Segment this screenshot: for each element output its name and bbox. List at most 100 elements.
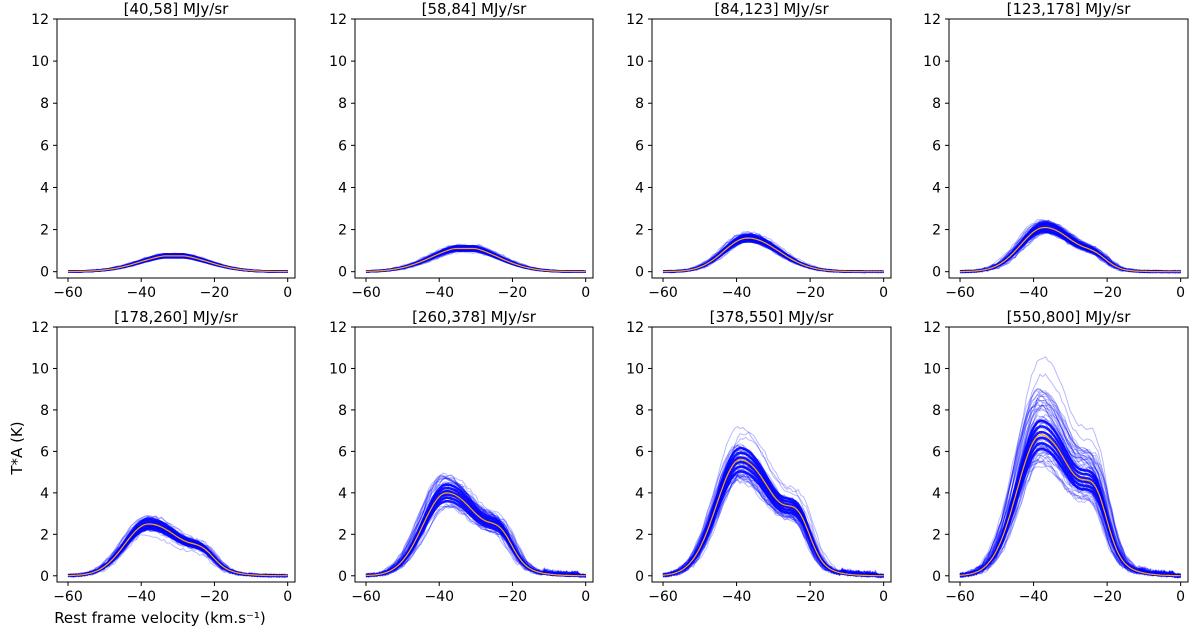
y-tick-label: 4 <box>932 486 941 502</box>
y-tick-label: 2 <box>40 527 49 543</box>
mean-spectrum-line <box>365 492 586 577</box>
x-tick-label: −60 <box>648 285 678 301</box>
y-tick-label: 4 <box>40 486 49 502</box>
spectrum-line <box>959 356 1181 579</box>
y-tick-label: 12 <box>31 320 49 336</box>
mean-spectrum-line <box>960 226 1181 273</box>
y-tick-label: 12 <box>626 12 644 28</box>
panel-2: −60 −40 −20 0 0 2 4 6 8 10 12 [58,84] MJy/sr <box>329 0 594 301</box>
y-tick-label: 6 <box>932 138 941 154</box>
panel-frame <box>651 326 892 583</box>
panel-plot-area <box>67 252 288 273</box>
x-tick-label: 0 <box>1176 285 1185 301</box>
panel-title: [84,123] MJy/sr <box>714 0 829 18</box>
mean-spectrum-line <box>68 255 288 273</box>
spectrum-line <box>959 220 1181 274</box>
spectrum-line <box>365 476 586 578</box>
panel-plot-area <box>959 356 1182 579</box>
y-tick-label: 6 <box>338 444 347 460</box>
y-tick-label: 10 <box>329 361 347 377</box>
y-tick-label: 6 <box>40 138 49 154</box>
spectrum-core-line <box>365 483 586 577</box>
panel-plot-area <box>67 514 289 579</box>
x-tick-label: −60 <box>945 285 975 301</box>
y-tick-label: 10 <box>923 54 941 70</box>
y-tick-label: 4 <box>635 180 644 196</box>
panel-5: −60 −40 −20 0 0 2 4 6 8 10 12 [178,260] MJy/sr <box>31 308 296 605</box>
y-tick-label: 2 <box>635 527 644 543</box>
x-tick-label: −40 <box>126 589 156 605</box>
x-tick-label: −20 <box>795 285 825 301</box>
x-tick-label: −40 <box>424 589 454 605</box>
y-tick-label: 0 <box>932 265 941 281</box>
y-tick-label: 12 <box>923 12 941 28</box>
x-tick-label: −40 <box>722 589 752 605</box>
spectrum-line <box>365 474 586 578</box>
panel-plot-area <box>662 425 884 579</box>
panels-group: −60 −40 −20 0 0 2 4 6 8 10 12 [40,58] MJy/sr −60 −40 −… <box>31 0 1189 605</box>
x-tick-label: −40 <box>722 285 752 301</box>
y-tick-label: 0 <box>40 569 49 585</box>
mean-spectrum-line <box>366 247 586 273</box>
panel-frame <box>948 18 1189 279</box>
y-tick-label: 12 <box>329 12 347 28</box>
y-tick-label: 0 <box>635 569 644 585</box>
x-tick-label: −40 <box>1019 589 1049 605</box>
panel-title: [260,378] MJy/sr <box>412 308 537 326</box>
y-tick-label: 8 <box>40 96 49 112</box>
spectrum-line <box>959 422 1181 579</box>
x-tick-label: −20 <box>1092 285 1122 301</box>
x-tick-label: −20 <box>1092 589 1122 605</box>
y-tick-label: 6 <box>338 138 347 154</box>
x-tick-label: 0 <box>581 285 590 301</box>
mean-spectrum-line <box>663 237 884 273</box>
x-tick-label: −20 <box>795 589 825 605</box>
x-tick-label: −60 <box>53 285 83 301</box>
spectrum-line <box>959 388 1181 578</box>
x-tick-label: −40 <box>126 285 156 301</box>
y-tick-label: 0 <box>932 569 941 585</box>
panel-title: [550,800] MJy/sr <box>1007 308 1132 326</box>
y-tick-label: 0 <box>338 569 347 585</box>
y-tick-label: 2 <box>40 223 49 239</box>
mean-spectrum-line <box>662 459 884 577</box>
panel-title: [40,58] MJy/sr <box>124 0 230 18</box>
y-tick-label: 0 <box>40 265 49 281</box>
figure-y-axis-label: T*A (K) <box>8 421 26 475</box>
panel-frame <box>354 18 594 279</box>
y-tick-label: 10 <box>31 54 49 70</box>
panel-title: [58,84] MJy/sr <box>422 0 528 18</box>
panel-title: [378,550] MJy/sr <box>710 308 835 326</box>
x-tick-label: −60 <box>648 589 678 605</box>
y-tick-label: 0 <box>635 265 644 281</box>
y-tick-label: 0 <box>338 265 347 281</box>
y-tick-label: 8 <box>932 96 941 112</box>
y-tick-label: 12 <box>626 320 644 336</box>
panel-frame <box>56 326 296 583</box>
x-tick-label: −60 <box>351 285 381 301</box>
spectrum-line <box>959 389 1181 578</box>
panel-frame <box>354 326 594 583</box>
panel-frame <box>651 18 892 279</box>
spectrum-line <box>959 373 1181 578</box>
spectrum-line <box>365 484 586 579</box>
y-tick-label: 10 <box>923 361 941 377</box>
y-tick-label: 4 <box>338 180 347 196</box>
y-tick-label: 10 <box>329 54 347 70</box>
spectrum-line <box>959 465 1181 578</box>
panel-frame <box>948 326 1189 583</box>
panel-frame <box>56 18 296 279</box>
y-tick-label: 4 <box>40 180 49 196</box>
x-tick-label: 0 <box>879 589 888 605</box>
mean-spectrum-line <box>959 434 1181 577</box>
panel-title: [123,178] MJy/sr <box>1007 0 1132 18</box>
panel-1: −60 −40 −20 0 0 2 4 6 8 10 12 [40,58] MJy/sr <box>31 0 296 301</box>
y-tick-label: 4 <box>635 486 644 502</box>
spectrum-line <box>959 389 1181 578</box>
y-tick-label: 8 <box>932 403 941 419</box>
y-tick-label: 2 <box>338 223 347 239</box>
panel-6: −60 −40 −20 0 0 2 4 6 8 10 12 [260,378] MJy/sr <box>329 308 594 605</box>
panel-plot-area <box>959 218 1181 274</box>
x-tick-label: −60 <box>351 589 381 605</box>
